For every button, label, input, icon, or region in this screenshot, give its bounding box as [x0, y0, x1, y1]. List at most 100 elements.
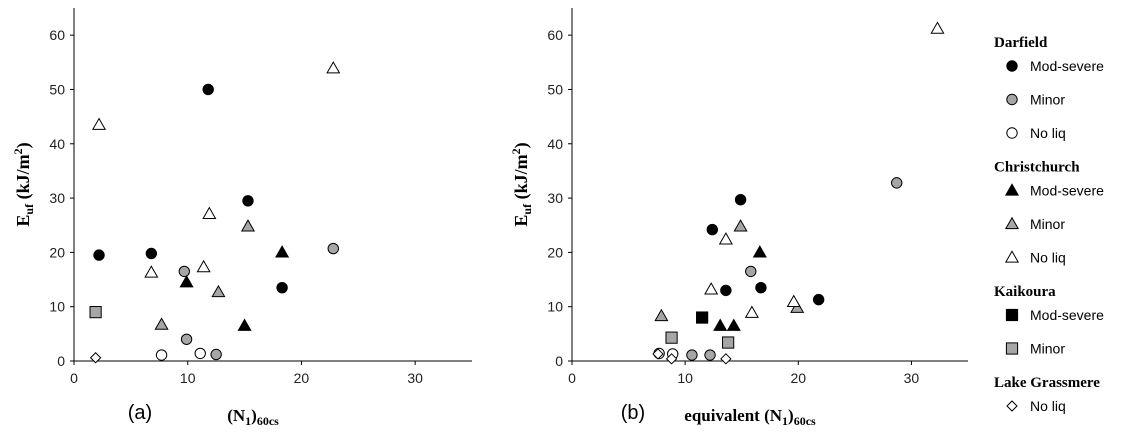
data-point-darfield-mod-severe: [202, 83, 214, 96]
y-tick-label: 0: [555, 353, 563, 369]
y-tick-label: 30: [547, 190, 563, 206]
data-point-darfield-no-liq: [194, 347, 206, 360]
data-point-darfield-mod-severe: [145, 247, 158, 260]
legend-marker-christchurch-minor: [1004, 216, 1020, 230]
legend-item-label: No liq: [1030, 250, 1066, 266]
y-tick-label: 40: [547, 136, 563, 152]
data-point-christchurch-no-liq: [704, 282, 719, 295]
x-tick-label: 30: [904, 370, 920, 386]
y-tick-label: 50: [547, 81, 563, 97]
x-tick-label: 0: [70, 370, 78, 386]
data-point-christchurch-no-liq: [196, 259, 211, 273]
data-point-christchurch-mod-severe: [237, 318, 252, 331]
y-tick-label: 10: [547, 299, 563, 315]
data-point-christchurch-minor: [211, 284, 226, 298]
legend-item-label: No liq: [1030, 125, 1066, 141]
data-point-lake-grassmere-no-liq: [652, 348, 664, 360]
data-point-christchurch-mod-severe: [713, 318, 728, 331]
data-point-christchurch-no-liq: [718, 232, 733, 245]
data-point-christchurch-no-liq: [786, 294, 801, 307]
data-point-darfield-minor: [178, 265, 191, 278]
legend-marker-lake-grassmere-no-liq: [1006, 400, 1018, 412]
data-point-kaikoura-minor: [722, 336, 735, 349]
data-point-christchurch-mod-severe: [752, 245, 767, 258]
y-tick-label: 60: [547, 27, 563, 43]
legend-marker-christchurch-mod-severe: [1004, 183, 1020, 196]
data-point-darfield-mod-severe: [720, 284, 732, 297]
data-point-darfield-mod-severe: [706, 223, 718, 236]
x-tick-label: 30: [407, 370, 423, 386]
data-point-darfield-mod-severe: [755, 281, 767, 294]
legend-item-label: Mod-severe: [1030, 58, 1104, 74]
legend: Darfield Mod-severe Minor No liq Christchurc…: [994, 35, 1104, 414]
data-point-christchurch-no-liq: [202, 206, 217, 219]
panel-label: (b): [621, 402, 645, 424]
data-point-kaikoura-minor: [89, 306, 102, 319]
legend-item-label: Mod-severe: [1030, 183, 1104, 199]
data-point-darfield-minor: [686, 349, 698, 361]
data-point-lake-grassmere-no-liq: [89, 352, 102, 364]
legend-marker-kaikoura-minor: [1005, 342, 1019, 355]
data-point-christchurch-minor: [654, 308, 669, 322]
data-point-darfield-mod-severe: [734, 194, 747, 206]
y-tick-label: 0: [57, 353, 65, 369]
data-point-christchurch-mod-severe: [179, 275, 194, 288]
data-point-darfield-mod-severe: [93, 249, 105, 261]
legend-group-title: Christchurch: [994, 160, 1080, 176]
y-tick-label: 50: [49, 81, 65, 97]
legend-group-title: Lake Grassmere: [994, 375, 1100, 391]
data-point-darfield-minor: [745, 265, 757, 278]
y-tick-label: 30: [49, 190, 65, 206]
legend-marker-darfield-no-liq: [1006, 127, 1018, 139]
x-tick-label: 20: [790, 370, 806, 386]
data-point-darfield-minor: [327, 242, 339, 255]
legend-marker-christchurch-no-liq: [1004, 250, 1020, 263]
legend-item-label: No liq: [1030, 398, 1066, 414]
data-point-christchurch-no-liq: [144, 265, 159, 278]
data-point-kaikoura-minor: [665, 331, 678, 344]
y-axis-label: Euf (kJ/m2): [509, 142, 534, 226]
data-point-darfield-mod-severe: [276, 281, 288, 294]
data-point-christchurch-no-liq: [91, 117, 107, 130]
data-point-christchurch-no-liq: [744, 305, 759, 318]
data-point-darfield-minor: [704, 349, 716, 361]
chart-panel-a: 0 10 20 30 40 50 60 0 10 20 30 Euf (kJ/m2) (N1)60cs (…: [11, 8, 472, 428]
legend-item-label: Minor: [1030, 92, 1065, 108]
chart-panel-b: 0 10 20 30 40 50 60 0 10 20 30 Euf (kJ/m2) equivalen…: [509, 8, 968, 428]
legend-marker-darfield-mod-severe: [1006, 60, 1018, 72]
y-tick-label: 20: [547, 244, 563, 260]
legend-item-label: Mod-severe: [1030, 307, 1104, 323]
data-point-darfield-minor: [891, 177, 903, 189]
data-point-christchurch-no-liq: [326, 61, 341, 74]
data-point-christchurch-mod-severe: [726, 318, 741, 331]
x-axis-label: equivalent (N1)60cs: [684, 406, 816, 428]
data-point-darfield-mod-severe: [242, 195, 254, 207]
data-point-kaikoura-mod-severe: [696, 311, 709, 324]
data-point-christchurch-minor: [154, 317, 169, 330]
x-tick-label: 10: [180, 370, 196, 386]
legend-marker-darfield-minor: [1006, 93, 1018, 106]
legend-item-label: Minor: [1030, 341, 1065, 357]
y-tick-label: 20: [49, 244, 65, 260]
data-point-lake-grassmere-no-liq: [720, 353, 732, 365]
data-point-christchurch-no-liq: [930, 21, 945, 34]
data-point-lake-grassmere-no-liq: [665, 353, 678, 365]
y-tick-label: 40: [49, 136, 65, 152]
y-tick-label: 60: [49, 27, 65, 43]
x-tick-label: 20: [294, 370, 310, 386]
data-point-darfield-no-liq: [155, 349, 168, 361]
x-axis-label: (N1)60cs: [227, 406, 279, 428]
legend-group-title: Kaikoura: [994, 284, 1056, 300]
x-tick-label: 10: [677, 370, 693, 386]
x-tick-label: 0: [568, 370, 576, 386]
y-tick-label: 10: [49, 299, 65, 315]
data-point-darfield-minor: [210, 348, 222, 361]
legend-item-label: Minor: [1030, 216, 1065, 232]
data-point-darfield-mod-severe: [812, 293, 825, 306]
y-axis-label: Euf (kJ/m2): [11, 142, 36, 226]
data-point-darfield-minor: [180, 333, 193, 345]
legend-group-title: Darfield: [994, 35, 1048, 51]
data-point-christchurch-minor: [733, 219, 748, 232]
data-point-christchurch-minor: [240, 219, 256, 232]
